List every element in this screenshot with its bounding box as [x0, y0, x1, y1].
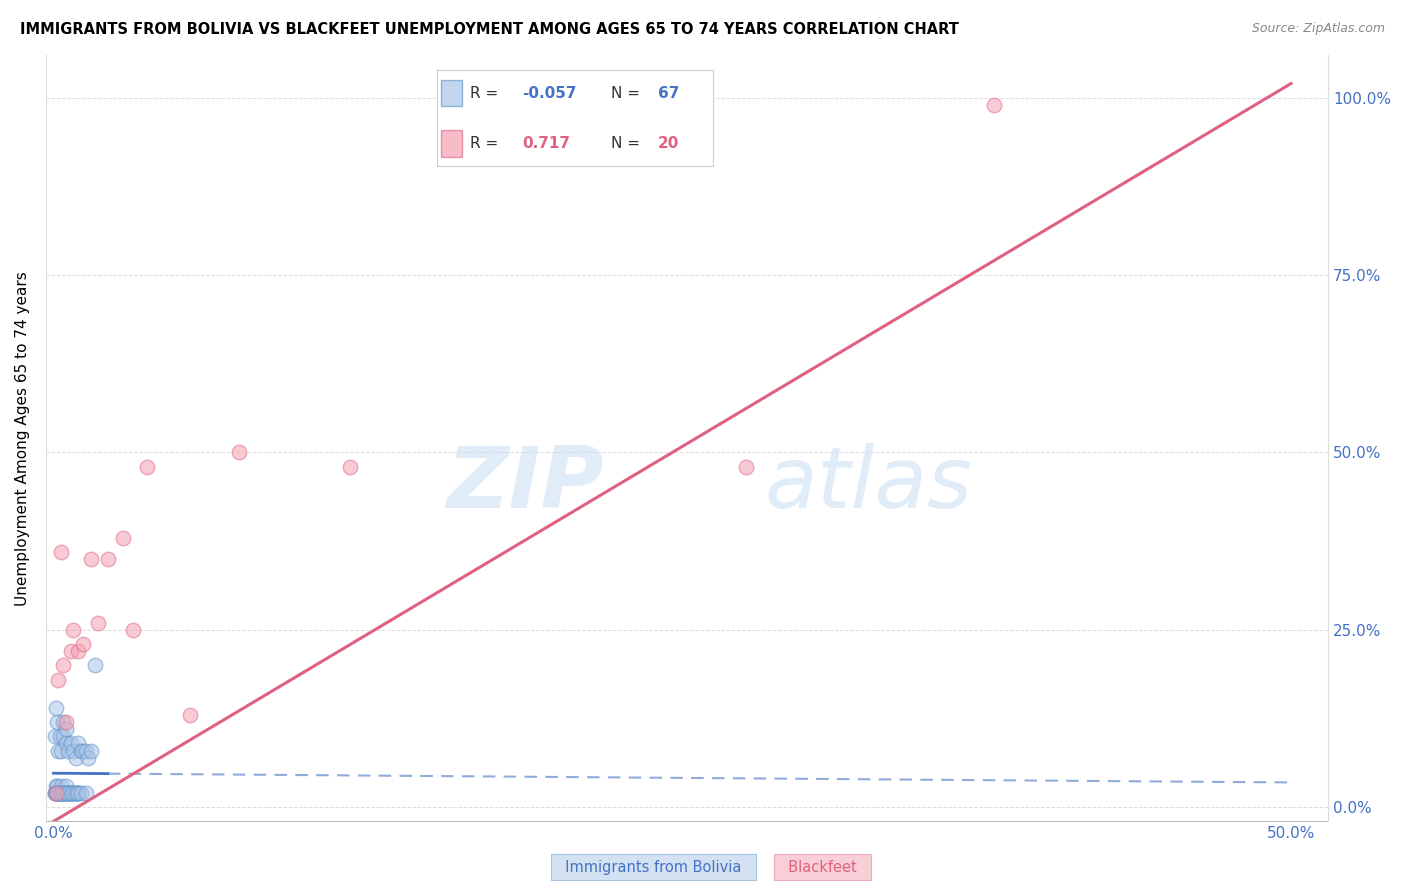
- Point: [65, 786, 87, 800]
- Point: [52, 786, 75, 800]
- Point: [46, 715, 69, 730]
- Point: [58, 786, 80, 800]
- Point: [67, 786, 90, 800]
- Point: [52, 786, 75, 800]
- Point: [58, 786, 80, 800]
- Point: [62, 786, 84, 800]
- Point: [58, 786, 80, 800]
- Point: [79, 552, 101, 566]
- Point: [46, 786, 69, 800]
- Point: [46, 786, 69, 800]
- Point: [111, 531, 134, 545]
- Point: [59, 644, 82, 658]
- Point: [44, 786, 66, 800]
- Point: [228, 445, 250, 459]
- Point: [46, 786, 69, 800]
- Point: [62, 743, 84, 757]
- Point: [55, 786, 77, 800]
- Point: [49, 786, 72, 800]
- Point: [59, 786, 82, 800]
- Point: [45, 779, 67, 793]
- Point: [62, 786, 84, 800]
- Point: [52, 786, 75, 800]
- Text: atlas: atlas: [763, 442, 972, 525]
- Point: [46, 779, 69, 793]
- Text: IMMIGRANTS FROM BOLIVIA VS BLACKFEET UNEMPLOYMENT AMONG AGES 65 TO 74 YEARS CORR: IMMIGRANTS FROM BOLIVIA VS BLACKFEET UNE…: [20, 22, 959, 37]
- Text: ZIP: ZIP: [446, 442, 603, 525]
- Point: [52, 715, 75, 730]
- Point: [58, 786, 80, 800]
- Point: [59, 786, 82, 800]
- Y-axis label: Unemployment Among Ages 65 to 74 years: Unemployment Among Ages 65 to 74 years: [15, 271, 30, 606]
- Text: Source: ZipAtlas.com: Source: ZipAtlas.com: [1251, 22, 1385, 36]
- Point: [59, 736, 82, 750]
- Point: [49, 545, 72, 559]
- Point: [55, 786, 77, 800]
- Point: [69, 786, 91, 800]
- Point: [46, 786, 69, 800]
- Point: [44, 786, 66, 800]
- Point: [62, 786, 84, 800]
- Point: [65, 786, 87, 800]
- Point: [46, 673, 69, 687]
- Point: [48, 786, 70, 800]
- Point: [52, 786, 75, 800]
- Point: [49, 786, 72, 800]
- Point: [75, 786, 97, 800]
- Point: [49, 779, 72, 793]
- Point: [69, 743, 91, 757]
- Point: [48, 729, 70, 743]
- Point: [67, 786, 90, 800]
- Point: [58, 743, 80, 757]
- Point: [121, 623, 143, 637]
- Point: [45, 786, 67, 800]
- Point: [65, 786, 87, 800]
- Text: Immigrants from Bolivia: Immigrants from Bolivia: [557, 860, 751, 874]
- Point: [55, 786, 77, 800]
- Point: [339, 459, 361, 474]
- Point: [72, 637, 94, 651]
- Point: [49, 786, 72, 800]
- Point: [55, 736, 77, 750]
- Point: [49, 743, 72, 757]
- Point: [75, 743, 97, 757]
- Point: [735, 459, 758, 474]
- Point: [45, 786, 67, 800]
- Point: [67, 786, 90, 800]
- Point: [983, 97, 1005, 112]
- Point: [179, 708, 201, 723]
- Point: [46, 743, 69, 757]
- Point: [45, 701, 67, 715]
- Point: [136, 459, 159, 474]
- Point: [55, 779, 77, 793]
- Point: [65, 750, 87, 764]
- Point: [52, 658, 75, 673]
- Text: Blackfeet: Blackfeet: [779, 860, 866, 874]
- Point: [87, 615, 110, 630]
- Point: [59, 786, 82, 800]
- Point: [44, 729, 66, 743]
- Point: [49, 786, 72, 800]
- Point: [79, 743, 101, 757]
- Point: [45, 786, 67, 800]
- Point: [77, 750, 100, 764]
- Point: [72, 743, 94, 757]
- Point: [62, 623, 84, 637]
- Point: [67, 736, 90, 750]
- Point: [55, 723, 77, 737]
- Point: [45, 786, 67, 800]
- Point: [49, 786, 72, 800]
- Point: [52, 729, 75, 743]
- Point: [84, 658, 107, 673]
- Point: [46, 786, 69, 800]
- Point: [55, 715, 77, 730]
- Point: [67, 644, 90, 658]
- Point: [59, 786, 82, 800]
- Point: [97, 552, 120, 566]
